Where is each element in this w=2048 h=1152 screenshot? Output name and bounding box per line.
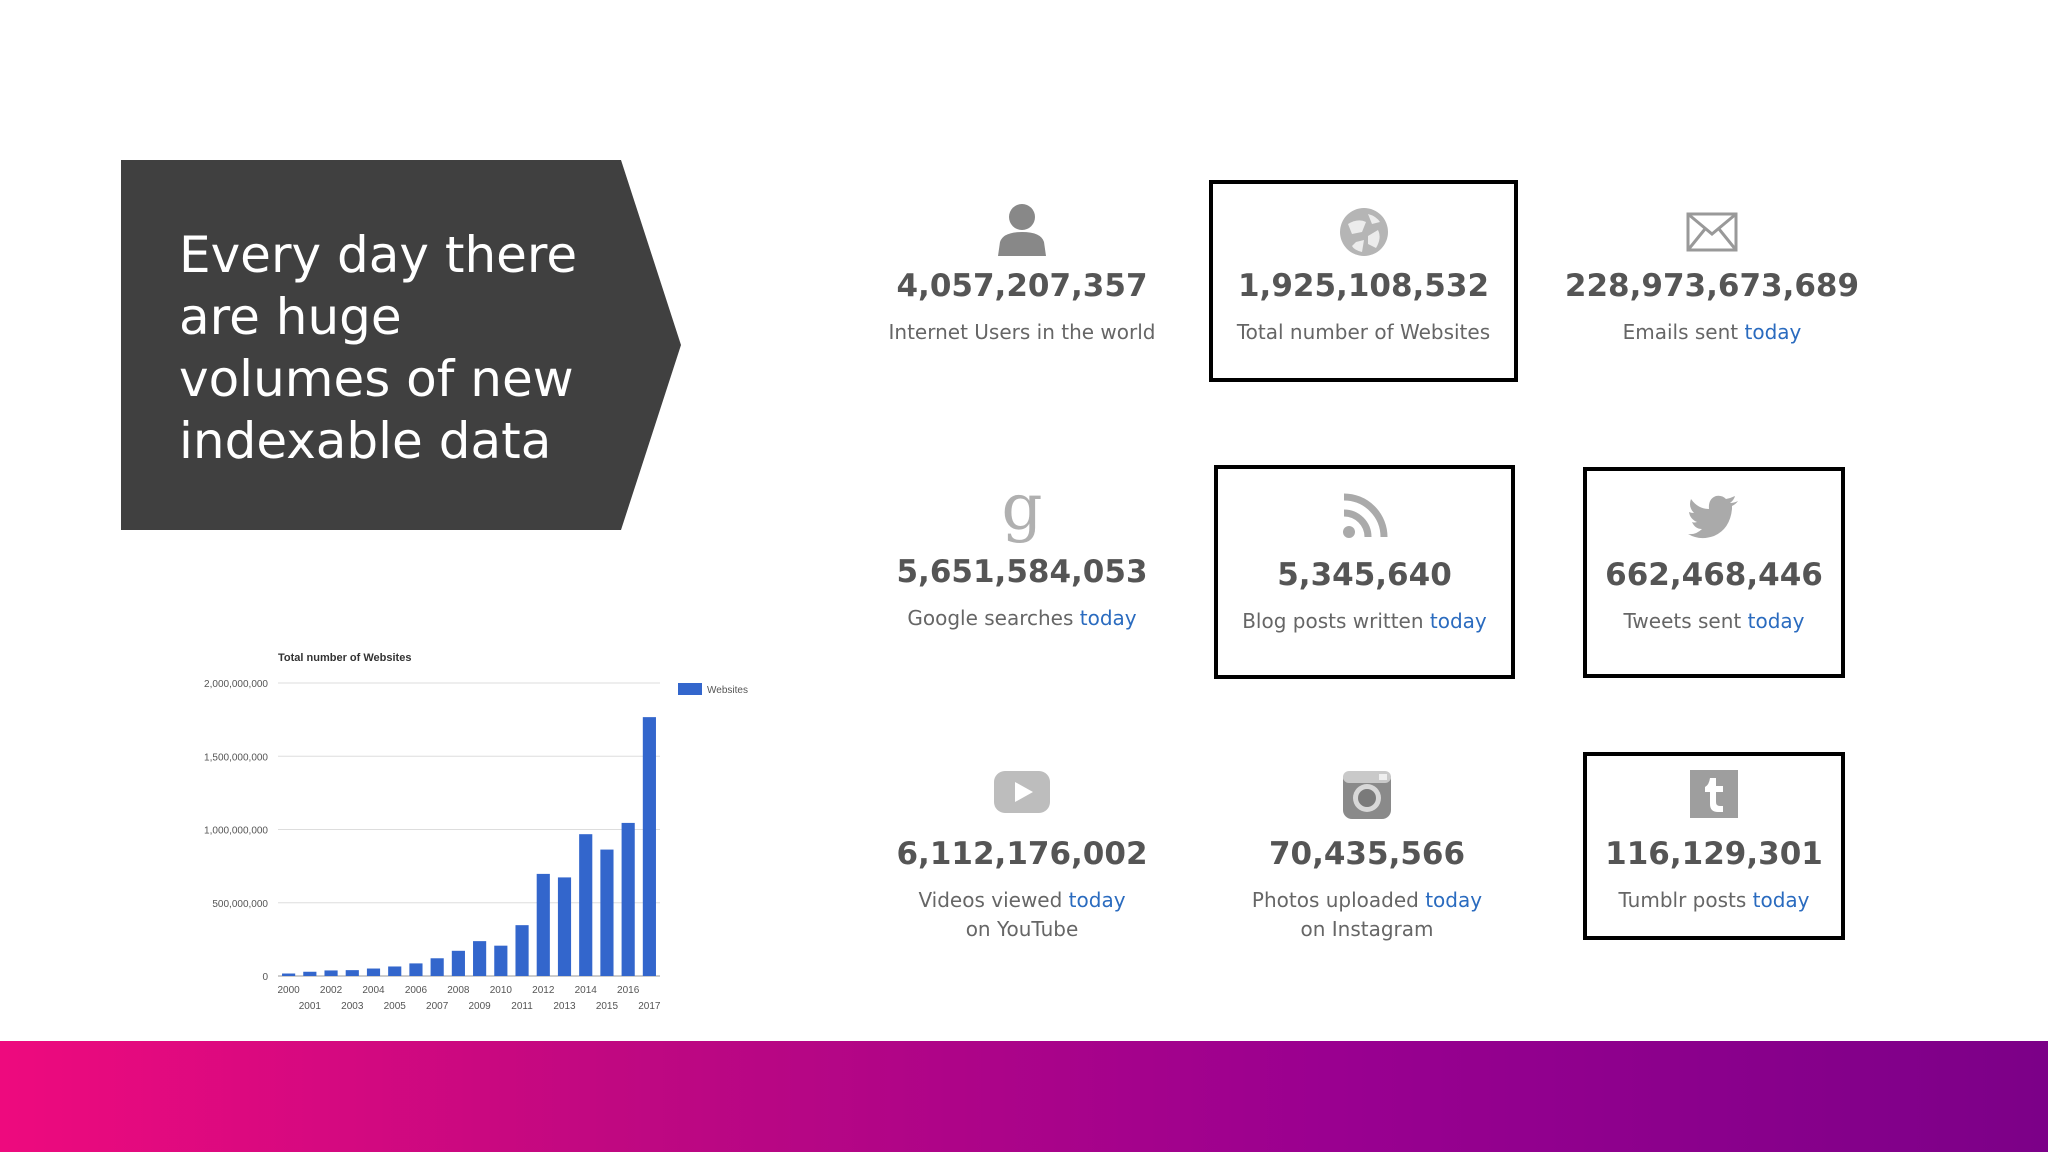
- chart-xtick-label: 2001: [299, 1001, 322, 1012]
- chart-bar: [388, 966, 402, 976]
- chart-xtick-label: 2000: [277, 985, 300, 996]
- chart-title: Total number of Websites: [278, 652, 411, 664]
- stat-label: Google searches today: [907, 606, 1137, 630]
- chart-ytick-label: 0: [262, 972, 268, 983]
- chart-bar: [282, 973, 296, 976]
- chart-xtick-label: 2009: [468, 1001, 491, 1012]
- chart-bar: [642, 717, 656, 976]
- rss-icon: [1218, 493, 1511, 539]
- chart-xtick-label: 2015: [596, 1001, 619, 1012]
- chart-xtick-label: 2008: [447, 985, 470, 996]
- chart-bar: [345, 970, 359, 976]
- chart-bar: [303, 971, 317, 976]
- chart-bar: [473, 941, 487, 976]
- chart-xtick-label: 2002: [320, 985, 343, 996]
- twitter-bird-icon: [1587, 495, 1841, 539]
- chart-bar: [536, 873, 550, 976]
- chart-ytick-label: 500,000,000: [212, 899, 268, 910]
- person-icon: [872, 202, 1172, 258]
- chart-bar: [579, 834, 593, 976]
- today-link: today: [1068, 888, 1126, 912]
- today-link: today: [1744, 320, 1802, 344]
- chart-legend-swatch: [678, 683, 702, 695]
- stat-emails: 228,973,673,689 Emails sent today: [1562, 180, 1862, 380]
- stat-tweets: 662,468,446 Tweets sent today: [1583, 467, 1845, 678]
- chart-bar: [621, 822, 635, 976]
- stat-label: Total number of Websites: [1236, 320, 1491, 344]
- chart-xtick-label: 2003: [341, 1001, 364, 1012]
- chart-xtick-label: 2016: [617, 985, 640, 996]
- chart-bar: [409, 963, 423, 976]
- chart-bar: [494, 945, 508, 976]
- today-link: today: [1079, 606, 1137, 630]
- today-link: today: [1752, 888, 1810, 912]
- stat-value: 662,468,446: [1605, 557, 1823, 593]
- stat-blog-posts: 5,345,640 Blog posts written today: [1214, 465, 1515, 679]
- stat-instagram-photos: 70,435,566 Photos uploaded today on Insta…: [1217, 748, 1517, 968]
- chart-bar: [515, 925, 529, 976]
- chart-bar: [324, 970, 338, 976]
- today-link: today: [1429, 609, 1487, 633]
- chart-xtick-label: 2017: [638, 1001, 661, 1012]
- websites-chart: Total number of Websites 0 500,000,000 1,00…: [170, 640, 770, 1020]
- stat-label: Blog posts written today: [1242, 609, 1487, 633]
- stat-value: 5,651,584,053: [896, 554, 1148, 590]
- camera-icon: [1217, 770, 1517, 820]
- chart-bar: [451, 950, 465, 976]
- stat-label: Internet Users in the world: [888, 320, 1156, 344]
- chart-bar: [430, 958, 444, 976]
- websites-chart-svg: Total number of Websites 0 500,000,000 1,00…: [204, 652, 748, 1012]
- chart-bar: [600, 849, 614, 976]
- chart-ytick-label: 1,000,000,000: [204, 826, 268, 837]
- google-icon: g: [1001, 471, 1043, 545]
- chart-xtick-label: 2010: [490, 985, 513, 996]
- stat-label: Emails sent today: [1622, 320, 1802, 344]
- stat-internet-users: 4,057,207,357 Internet Users in the worl…: [872, 180, 1172, 380]
- chart-xtick-label: 2004: [362, 985, 385, 996]
- callout-banner: Every day there are huge volumes of new …: [121, 160, 681, 530]
- stat-value: 70,435,566: [1268, 836, 1466, 872]
- chart-xtick-label: 2005: [384, 1001, 407, 1012]
- chart-xtick-label: 2014: [575, 985, 598, 996]
- stat-value: 5,345,640: [1277, 557, 1452, 593]
- chart-bar: [366, 968, 381, 976]
- stat-value: 228,973,673,689: [1564, 268, 1860, 304]
- chart-xtick-label: 2012: [532, 985, 555, 996]
- stat-youtube-videos: 6,112,176,002 Videos viewed today on YouT…: [872, 748, 1172, 968]
- stat-label: Tweets sent today: [1623, 609, 1805, 633]
- youtube-play-icon: [872, 770, 1172, 814]
- stat-value: 4,057,207,357: [896, 268, 1148, 304]
- envelope-icon: [1562, 212, 1862, 252]
- stat-tumblr-posts: 116,129,301 Tumblr posts today: [1583, 752, 1845, 940]
- chart-bar: [557, 877, 572, 976]
- stat-label: Tumblr posts today: [1618, 888, 1810, 912]
- stat-value: 6,112,176,002: [896, 836, 1148, 872]
- footer-gradient-bar: [0, 1041, 2048, 1152]
- callout-text: Every day there are huge volumes of new …: [179, 226, 578, 470]
- chart-legend-label: Websites: [707, 685, 748, 696]
- stat-value: 1,925,108,532: [1237, 268, 1490, 304]
- stat-label: Photos uploaded today on Instagram: [1251, 888, 1483, 941]
- chart-ytick-label: 1,500,000,000: [204, 752, 268, 763]
- chart-xtick-label: 2011: [511, 1001, 533, 1012]
- today-link: today: [1425, 888, 1483, 912]
- tumblr-icon: [1587, 770, 1841, 818]
- chart-xtick-label: 2006: [405, 985, 428, 996]
- chart-xtick-label: 2007: [426, 1001, 449, 1012]
- chart-xtick-label: 2013: [553, 1001, 576, 1012]
- globe-icon: [1213, 206, 1514, 258]
- stat-value: 116,129,301: [1605, 836, 1823, 872]
- chart-ytick-label: 2,000,000,000: [204, 679, 268, 690]
- stat-label: Videos viewed today on YouTube: [918, 888, 1126, 941]
- stat-websites: 1,925,108,532 Total number of Websites: [1209, 180, 1518, 382]
- today-link: today: [1747, 609, 1805, 633]
- stat-google-searches: g 5,651,584,053 Google searches today: [872, 466, 1172, 666]
